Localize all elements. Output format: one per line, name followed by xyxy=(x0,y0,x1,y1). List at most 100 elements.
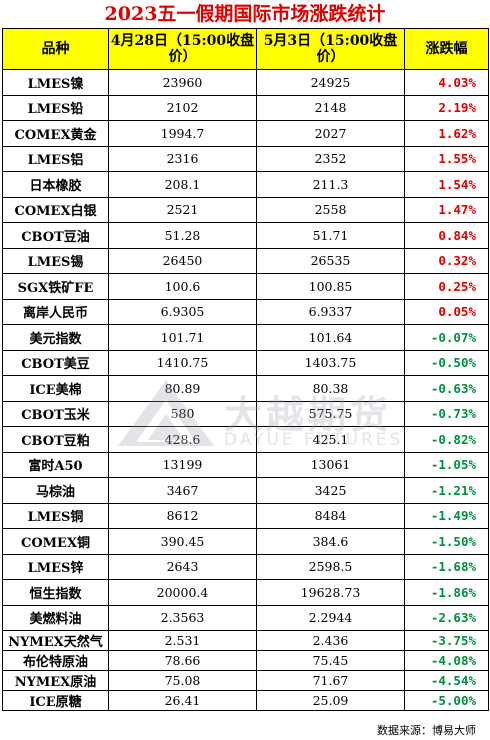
may3-close-cell: 2027 xyxy=(256,120,405,147)
may3-close-cell: 101.64 xyxy=(256,324,405,351)
may3-close-cell: 26535 xyxy=(256,247,405,274)
market-change-table: 品种 4月28日（15:00收盘价） 5月3日（15:00收盘价） 涨跌幅 LM… xyxy=(2,28,489,711)
change-cell: -4.08% xyxy=(404,650,489,671)
apr28-close-cell: 26.41 xyxy=(108,690,257,711)
table-row: CBOT豆油 51.28 51.71 0.84% xyxy=(2,222,489,249)
variety-cell: 布伦特原油 xyxy=(2,650,109,671)
variety-cell: ICE原糖 xyxy=(2,690,109,711)
may3-close-cell: 100.85 xyxy=(256,273,405,300)
may3-close-cell: 3425 xyxy=(256,477,405,504)
change-cell: -0.07% xyxy=(404,324,489,351)
apr28-close-cell: 23960 xyxy=(108,69,257,96)
change-cell: 1.47% xyxy=(404,196,489,223)
may3-close-cell: 1403.75 xyxy=(256,349,405,376)
variety-cell: LMES铅 xyxy=(2,94,109,121)
variety-cell: LMES锌 xyxy=(2,553,109,580)
change-cell: 0.25% xyxy=(404,273,489,300)
change-cell: -1.21% xyxy=(404,477,489,504)
table-row: 富时A50 13199 13061 -1.05% xyxy=(2,451,489,478)
may3-close-cell: 2.436 xyxy=(256,630,405,651)
change-cell: -1.68% xyxy=(404,553,489,580)
change-cell: -0.63% xyxy=(404,375,489,402)
variety-cell: CBOT美豆 xyxy=(2,349,109,376)
change-cell: 1.54% xyxy=(404,171,489,198)
change-cell: -0.82% xyxy=(404,426,489,453)
may3-close-cell: 2.2944 xyxy=(256,604,405,631)
variety-cell: LMES镍 xyxy=(2,69,109,96)
table-row: 布伦特原油 78.66 75.45 -4.08% xyxy=(2,650,489,671)
apr28-close-cell: 2643 xyxy=(108,553,257,580)
apr28-close-cell: 80.89 xyxy=(108,375,257,402)
may3-close-cell: 211.3 xyxy=(256,171,405,198)
table-body: LMES镍 23960 24925 4.03% LMES铅 2102 2148 2.19% CO… xyxy=(2,69,489,711)
variety-cell: LMES铝 xyxy=(2,145,109,172)
variety-cell: NYMEX原油 xyxy=(2,670,109,691)
change-cell: -0.50% xyxy=(404,349,489,376)
change-cell: -5.00% xyxy=(404,690,489,711)
change-cell: 4.03% xyxy=(404,69,489,96)
may3-close-cell: 8484 xyxy=(256,502,405,529)
apr28-close-cell: 13199 xyxy=(108,451,257,478)
table-row: SGX铁矿FE 100.6 100.85 0.25% xyxy=(2,273,489,300)
apr28-close-cell: 1994.7 xyxy=(108,120,257,147)
change-cell: 1.55% xyxy=(404,145,489,172)
apr28-close-cell: 100.6 xyxy=(108,273,257,300)
may3-close-cell: 2352 xyxy=(256,145,405,172)
variety-cell: SGX铁矿FE xyxy=(2,273,109,300)
may3-close-cell: 384.6 xyxy=(256,528,405,555)
table-row: ICE美棉 80.89 80.38 -0.63% xyxy=(2,375,489,402)
data-source: 数据来源：博易大师 xyxy=(377,724,476,737)
table-row: LMES铝 2316 2352 1.55% xyxy=(2,145,489,172)
apr28-close-cell: 75.08 xyxy=(108,670,257,691)
table-row: ICE原糖 26.41 25.09 -5.00% xyxy=(2,690,489,711)
change-cell: -1.05% xyxy=(404,451,489,478)
apr28-close-cell: 2316 xyxy=(108,145,257,172)
variety-cell: NYMEX天然气 xyxy=(2,630,109,651)
may3-close-cell: 575.75 xyxy=(256,400,405,427)
table-row: CBOT豆粕 428.6 425.1 -0.82% xyxy=(2,426,489,453)
apr28-close-cell: 580 xyxy=(108,400,257,427)
change-cell: 2.19% xyxy=(404,94,489,121)
change-cell: 0.05% xyxy=(404,298,489,325)
header-change: 涨跌幅 xyxy=(404,28,489,70)
variety-cell: 日本橡胶 xyxy=(2,171,109,198)
variety-cell: CBOT豆油 xyxy=(2,222,109,249)
table-row: 马棕油 3467 3425 -1.21% xyxy=(2,477,489,504)
variety-cell: ICE美棉 xyxy=(2,375,109,402)
variety-cell: LMES铜 xyxy=(2,502,109,529)
apr28-close-cell: 26450 xyxy=(108,247,257,274)
header-may3-close: 5月3日（15:00收盘价） xyxy=(256,28,405,70)
apr28-close-cell: 2.3563 xyxy=(108,604,257,631)
table-row: CBOT美豆 1410.75 1403.75 -0.50% xyxy=(2,349,489,376)
may3-close-cell: 24925 xyxy=(256,69,405,96)
change-cell: -2.63% xyxy=(404,604,489,631)
may3-close-cell: 6.9337 xyxy=(256,298,405,325)
apr28-close-cell: 390.45 xyxy=(108,528,257,555)
table-row: 日本橡胶 208.1 211.3 1.54% xyxy=(2,171,489,198)
variety-cell: CBOT豆粕 xyxy=(2,426,109,453)
change-cell: -3.75% xyxy=(404,630,489,651)
change-cell: -1.49% xyxy=(404,502,489,529)
variety-cell: COMEX铜 xyxy=(2,528,109,555)
apr28-close-cell: 3467 xyxy=(108,477,257,504)
apr28-close-cell: 2102 xyxy=(108,94,257,121)
apr28-close-cell: 8612 xyxy=(108,502,257,529)
apr28-close-cell: 101.71 xyxy=(108,324,257,351)
may3-close-cell: 13061 xyxy=(256,451,405,478)
variety-cell: 离岸人民币 xyxy=(2,298,109,325)
table-row: COMEX铜 390.45 384.6 -1.50% xyxy=(2,528,489,555)
table-row: NYMEX原油 75.08 71.67 -4.54% xyxy=(2,670,489,691)
apr28-close-cell: 428.6 xyxy=(108,426,257,453)
apr28-close-cell: 2.531 xyxy=(108,630,257,651)
may3-close-cell: 2148 xyxy=(256,94,405,121)
may3-close-cell: 2598.5 xyxy=(256,553,405,580)
table-row: LMES锌 2643 2598.5 -1.68% xyxy=(2,553,489,580)
table-row: 美燃料油 2.3563 2.2944 -2.63% xyxy=(2,604,489,631)
change-cell: -0.73% xyxy=(404,400,489,427)
change-cell: 1.62% xyxy=(404,120,489,147)
variety-cell: 马棕油 xyxy=(2,477,109,504)
table-row: COMEX白银 2521 2558 1.47% xyxy=(2,196,489,223)
variety-cell: 恒生指数 xyxy=(2,579,109,606)
table-row: COMEX黄金 1994.7 2027 1.62% xyxy=(2,120,489,147)
variety-cell: COMEX白银 xyxy=(2,196,109,223)
